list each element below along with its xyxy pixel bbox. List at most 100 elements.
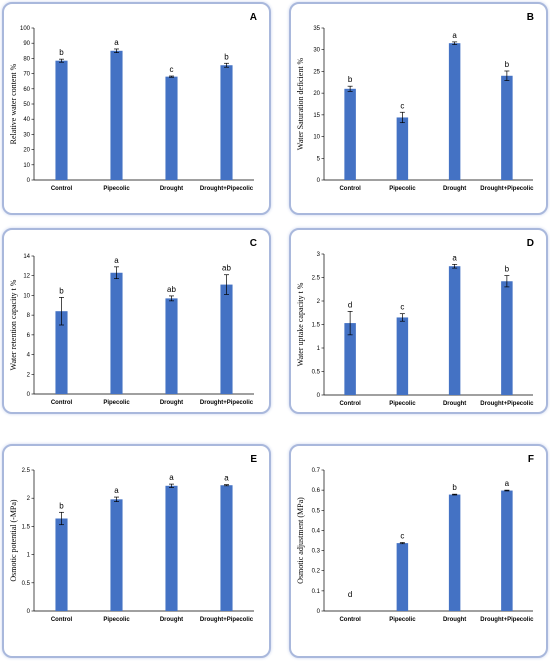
y-axis-label: Water retention capacity t % [9, 279, 18, 370]
y-tick-label: 25 [313, 69, 320, 75]
x-category-label: Drought+Pipecolic [200, 400, 254, 406]
x-category-label: Drought+Pipecolic [200, 186, 254, 192]
x-category-label: Pipecolic [389, 401, 416, 407]
y-tick-label: 10 [313, 135, 320, 141]
x-category-label: Control [339, 617, 361, 623]
x-category-label: Control [339, 401, 361, 407]
bar [220, 65, 233, 180]
y-tick-label: 0.5 [312, 508, 321, 514]
x-category-label: Pipecolic [103, 186, 130, 192]
y-tick-label: 10 [23, 293, 30, 299]
x-category-label: Drought+Pipecolic [200, 617, 254, 623]
significance-letter: a [452, 31, 457, 40]
x-category-label: Drought [443, 186, 466, 192]
significance-letter: a [505, 479, 510, 488]
y-tick-label: 20 [23, 148, 30, 154]
bar [344, 323, 356, 395]
bar [165, 76, 178, 180]
y-tick-label: 60 [23, 87, 30, 93]
bar [501, 281, 513, 395]
y-tick-label: 50 [23, 102, 30, 108]
panel-label: E [250, 454, 257, 465]
x-category-label: Drought [160, 400, 183, 406]
chart-c-svg: C Water retention capacity t % 0 2 4 6 8 10 12 14… [9, 238, 257, 406]
panel-label: F [528, 454, 534, 465]
x-category-label: Control [339, 186, 361, 192]
significance-letter: ab [167, 285, 176, 294]
y-tick-label: 6 [27, 333, 31, 339]
y-tick-label: 0 [27, 609, 31, 615]
significance-letter: c [400, 303, 404, 312]
y-tick-label: 8 [27, 313, 31, 319]
significance-letter: d [348, 590, 352, 599]
x-category-label: Pipecolic [389, 186, 416, 192]
y-tick-label: 90 [23, 41, 30, 47]
bar [55, 518, 68, 611]
y-tick-label: 0.4 [312, 528, 321, 534]
bar [220, 284, 233, 394]
significance-letter: b [452, 483, 457, 492]
significance-letter: a [224, 474, 229, 483]
chart-b-svg: B Water Saturation deficient % 0 5 10 15 20 25 3… [296, 12, 534, 192]
significance-letter: b [505, 265, 510, 274]
y-axis-label: Osmotic adjustment (MPa) [296, 497, 305, 584]
y-tick-label: 30 [23, 132, 30, 138]
x-category-label: Drought+Pipecolic [480, 186, 534, 192]
y-tick-label: 0.2 [312, 569, 321, 575]
y-tick-label: 2 [317, 299, 321, 305]
x-category-label: Drought [443, 617, 466, 623]
chart-d-svg: D Water uptake capacity t % 0 0.5 1 1.5 2 2.5 3 d… [296, 238, 534, 407]
y-tick-label: 0.5 [22, 581, 31, 587]
significance-letter: a [169, 473, 174, 482]
bar [396, 543, 409, 611]
y-tick-label: 10 [23, 163, 30, 169]
y-tick-label: 4 [27, 353, 31, 359]
bar [501, 490, 513, 611]
y-tick-label: 0 [317, 609, 321, 615]
significance-letter: a [114, 38, 119, 47]
significance-letter: c [400, 101, 404, 110]
significance-letter: b [348, 75, 353, 84]
panel-label: A [250, 12, 257, 23]
significance-letter: a [114, 486, 119, 495]
y-tick-label: 2.5 [312, 276, 321, 282]
y-tick-label: 0 [27, 392, 31, 398]
x-category-label: Drought [160, 617, 183, 623]
y-tick-label: 15 [313, 113, 320, 119]
x-category-label: Drought+Pipecolic [480, 401, 534, 407]
y-tick-label: 1.5 [22, 524, 31, 530]
significance-letter: c [400, 532, 404, 541]
x-category-label: Pipecolic [103, 400, 130, 406]
chart-panel-d: D Water uptake capacity t % 0 0.5 1 1.5 2 2.5 3 d… [289, 228, 548, 414]
bar [55, 311, 68, 394]
y-tick-label: 2 [27, 372, 31, 378]
panel-label: C [250, 238, 257, 249]
chart-a-svg: A Relative water content % 0 10 20 30 40 50 60 70… [9, 12, 257, 192]
significance-letter: b [59, 501, 64, 510]
x-category-label: Drought [160, 186, 183, 192]
panel-label: D [527, 238, 534, 249]
significance-letter: c [170, 65, 174, 74]
y-tick-label: 40 [23, 117, 30, 123]
bar [220, 485, 233, 611]
significance-letter: d [348, 300, 352, 309]
significance-letter: b [224, 52, 229, 61]
y-tick-label: 0.6 [312, 488, 321, 494]
y-tick-label: 35 [313, 26, 320, 32]
y-tick-label: 20 [313, 91, 320, 97]
y-axis-label: Water uptake capacity t % [296, 282, 305, 366]
chart-panel-f: F Osmotic adjustment (MPa) 0 0.1 0.2 0.3 0.4 0.… [289, 444, 548, 658]
bar [55, 60, 68, 180]
y-tick-label: 0 [317, 393, 321, 399]
x-category-label: Drought+Pipecolic [480, 617, 534, 623]
bar [448, 266, 461, 395]
bar [344, 88, 356, 180]
panel-label: B [527, 12, 534, 23]
y-tick-label: 0 [317, 178, 321, 184]
chart-panel-b: B Water Saturation deficient % 0 5 10 15 20 25 3… [289, 2, 548, 215]
y-tick-label: 5 [317, 156, 321, 162]
x-category-label: Control [51, 617, 73, 623]
y-tick-label: 1.5 [312, 323, 321, 329]
y-tick-label: 30 [313, 48, 320, 54]
y-axis-label: Relative water content % [9, 63, 18, 144]
